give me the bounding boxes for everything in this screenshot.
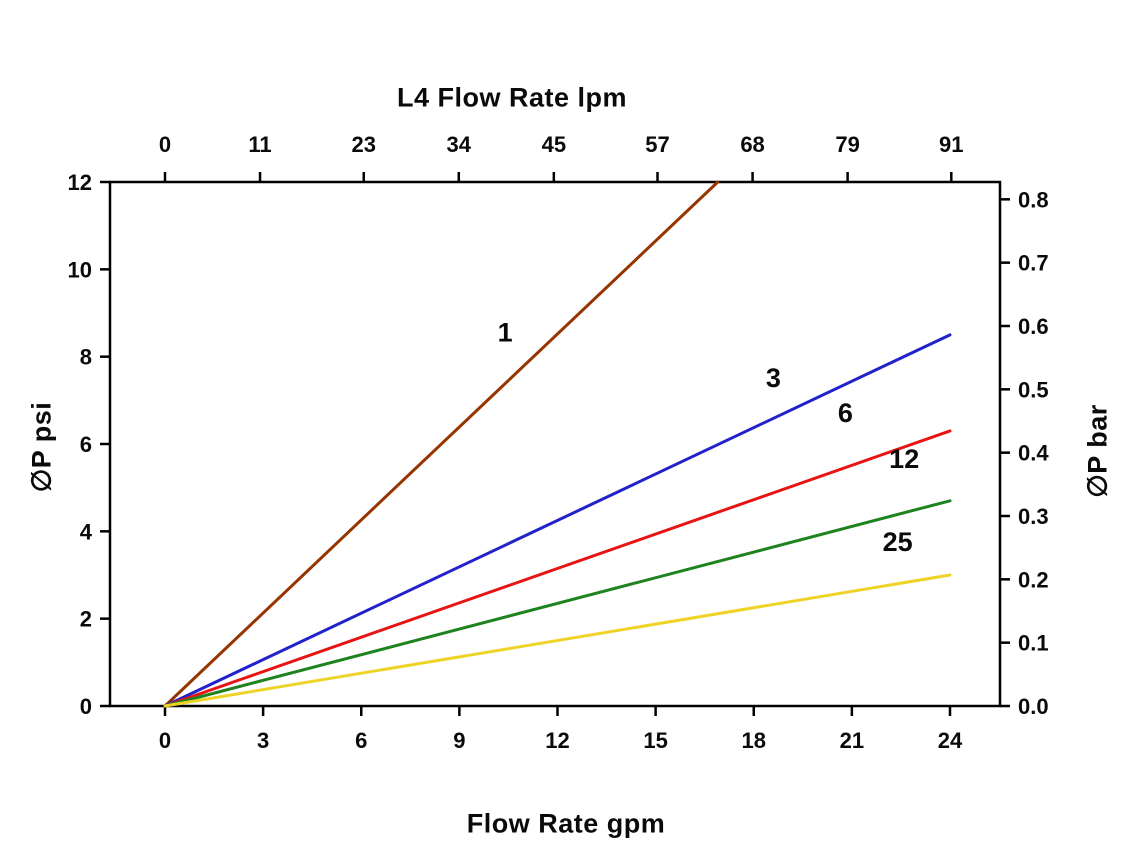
series-label-6: 6 [838, 398, 853, 428]
bottom-axis-tick-label: 21 [840, 728, 864, 753]
bottom-axis-tick-label: 12 [545, 728, 569, 753]
series-label-12: 12 [889, 444, 919, 474]
right-axis-tick-label: 0.5 [1018, 377, 1049, 402]
bottom-axis-title: Flow Rate gpm [466, 808, 666, 839]
left-axis-tick-label: 4 [80, 519, 93, 544]
top-axis-tick-label: 0 [159, 132, 171, 157]
top-axis-tick-label: 79 [835, 132, 859, 157]
plot-frame [108, 180, 1002, 708]
bottom-axis-tick-label: 24 [938, 728, 963, 753]
top-axis-tick-label: 68 [740, 132, 764, 157]
left-axis-tick-label: 2 [80, 607, 92, 632]
left-axis-tick-label: 12 [68, 170, 92, 195]
bottom-axis-tick-label: 18 [742, 728, 766, 753]
top-axis-tick-label: 57 [645, 132, 669, 157]
right-axis-tick-label: 0.0 [1018, 694, 1049, 719]
top-axis-tick-label: 23 [351, 132, 375, 157]
series-label-3: 3 [766, 363, 781, 393]
right-axis-tick-label: 0.4 [1018, 441, 1049, 466]
left-axis-tick-label: 10 [68, 257, 92, 282]
right-axis-tick-label: 0.3 [1018, 504, 1049, 529]
bottom-axis-tick-label: 3 [257, 728, 269, 753]
series-line-1 [163, 180, 720, 708]
series-label-1: 1 [498, 317, 513, 347]
right-axis-tick-label: 0.1 [1018, 631, 1049, 656]
bottom-axis-tick-label: 0 [159, 728, 171, 753]
top-axis-tick-label: 11 [248, 132, 271, 157]
left-axis-tick-label: 0 [80, 694, 92, 719]
series-line-25 [163, 573, 952, 708]
right-axis-tick-label: 0.2 [1018, 567, 1049, 592]
top-axis-tick-label: 91 [939, 132, 963, 157]
top-axis-title: L4 Flow Rate lpm [396, 82, 628, 113]
left-axis-tick-label: 6 [80, 432, 92, 457]
top-axis-tick-label: 34 [447, 132, 472, 157]
top-axis-tick-label: 45 [542, 132, 566, 157]
series-line-12 [163, 499, 952, 708]
series-label-25: 25 [883, 527, 913, 557]
bottom-axis-tick-label: 9 [453, 728, 465, 753]
right-axis-tick-label: 0.7 [1018, 251, 1049, 276]
series-line-6 [163, 429, 952, 708]
bottom-axis-tick-label: 6 [355, 728, 367, 753]
left-axis-tick-label: 8 [80, 345, 92, 370]
series-line-3 [163, 333, 952, 708]
right-axis-tick-label: 0.6 [1018, 314, 1049, 339]
bottom-axis-tick-label: 15 [643, 728, 667, 753]
right-axis-tick-label: 0.8 [1018, 187, 1049, 212]
